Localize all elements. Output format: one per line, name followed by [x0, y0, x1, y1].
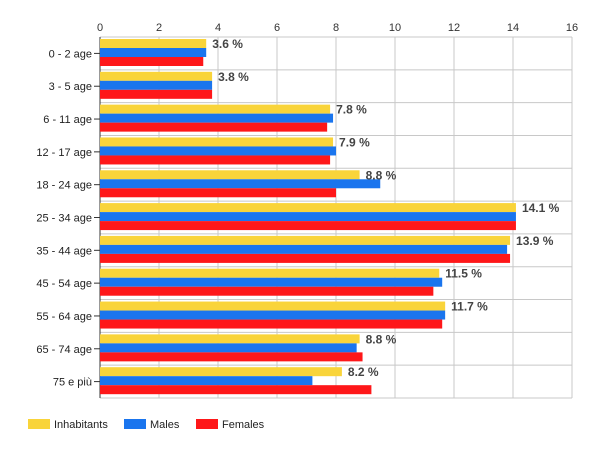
bar-inhabitants [100, 203, 516, 213]
bar-females [100, 188, 336, 198]
legend-swatch-inhabitants [28, 419, 50, 429]
bar-females [100, 319, 443, 329]
bar-females [100, 385, 372, 395]
y-tick-label: 6 - 11 age [43, 114, 92, 126]
y-tick-label: 18 - 24 age [36, 180, 92, 192]
data-label: 3.6 % [212, 37, 243, 51]
data-label: 14.1 % [522, 201, 560, 215]
bar-males [100, 113, 334, 123]
bar-inhabitants [100, 268, 440, 278]
legend-label: Males [150, 419, 180, 431]
legend-swatch-females [196, 419, 218, 429]
bar-males [100, 212, 516, 222]
data-label: 8.8 % [366, 168, 397, 182]
y-tick-label: 3 - 5 age [49, 81, 92, 93]
x-tick-label: 14 [507, 22, 519, 34]
bar-females [100, 57, 204, 66]
data-label: 7.8 % [336, 103, 367, 117]
data-label: 8.8 % [366, 332, 397, 346]
bar-inhabitants [100, 104, 331, 114]
bar-females [100, 89, 213, 99]
y-tick-label: 35 - 44 age [36, 245, 92, 257]
data-label: 7.9 % [339, 135, 370, 149]
bar-inhabitants [100, 71, 213, 81]
bar-inhabitants [100, 170, 360, 180]
bar-females [100, 122, 328, 132]
legend-swatch-males [124, 419, 146, 429]
y-tick-label: 75 e più [53, 377, 92, 389]
bar-females [100, 286, 434, 296]
y-tick-label: 65 - 74 age [36, 344, 92, 356]
bar-males [100, 376, 313, 386]
bar-males [100, 277, 443, 287]
bar-females [100, 352, 363, 362]
data-label: 13.9 % [516, 234, 554, 248]
bar-inhabitants [100, 301, 446, 311]
x-tick-label: 12 [448, 22, 460, 34]
bar-females [100, 155, 331, 165]
x-tick-label: 2 [156, 22, 162, 34]
data-label: 8.2 % [348, 365, 379, 379]
y-tick-label: 55 - 64 age [36, 311, 92, 323]
x-tick-label: 16 [566, 22, 578, 34]
x-tick-label: 0 [97, 22, 103, 34]
bar-females [100, 253, 511, 263]
x-tick-label: 10 [389, 22, 401, 34]
y-tick-label: 25 - 34 age [36, 213, 92, 225]
bar-inhabitants [100, 39, 207, 48]
y-tick-label: 0 - 2 age [49, 48, 92, 60]
bar-inhabitants [100, 137, 334, 147]
data-label: 11.5 % [445, 267, 482, 281]
bar-inhabitants [100, 235, 511, 245]
bar-males [100, 244, 508, 254]
legend-label: Females [222, 419, 265, 431]
bar-males [100, 80, 213, 90]
data-label: 3.8 % [218, 70, 249, 84]
x-tick-label: 4 [215, 22, 221, 34]
bar-males [100, 310, 446, 320]
data-label: 11.7 % [451, 300, 488, 314]
bar-females [100, 221, 516, 231]
bar-males [100, 343, 357, 353]
bar-males [100, 179, 381, 189]
x-tick-label: 8 [333, 22, 339, 34]
bar-males [100, 48, 207, 57]
x-tick-label: 6 [274, 22, 280, 34]
bar-inhabitants [100, 367, 342, 377]
legend-label: Inhabitants [54, 419, 108, 431]
y-tick-label: 12 - 17 age [36, 147, 92, 159]
bar-males [100, 146, 336, 156]
y-tick-label: 45 - 54 age [36, 278, 92, 290]
bar-inhabitants [100, 334, 360, 344]
